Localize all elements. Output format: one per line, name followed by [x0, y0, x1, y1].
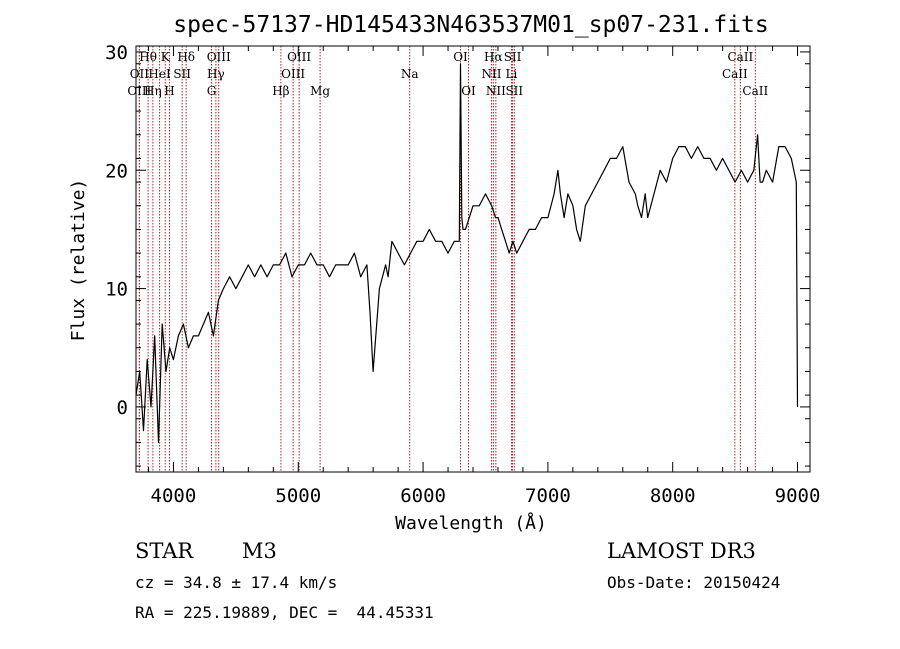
object-subclass: M3 — [242, 539, 277, 563]
spectral-line-label: CaII — [742, 84, 768, 98]
tick-labels: 4000 5000 6000 7000 8000 9000 0 10 20 30 — [105, 42, 820, 507]
plot-frame — [135, 45, 811, 473]
spectral-line-label: K — [161, 50, 171, 64]
y-tick-label: 20 — [105, 160, 128, 182]
spectral-line-label: SII — [173, 67, 191, 81]
spectral-line-label: NII — [486, 84, 506, 98]
spectral-line-label: H — [164, 84, 174, 98]
spectral-line-label: Li — [506, 67, 518, 81]
chart-title: spec-57137-HD145433N463537M01_sp07-231.f… — [173, 12, 768, 38]
y-axis-label: Flux (relative) — [68, 179, 89, 342]
spectral-line-label: Hβ — [272, 84, 289, 98]
x-tick-label: 5000 — [275, 485, 321, 507]
spectral-line-label: OI — [461, 84, 476, 98]
spectral-line-label: Hη — [144, 84, 162, 98]
spectral-line-label: Hδ — [177, 50, 195, 64]
spectral-line-label: G — [207, 84, 217, 98]
spectral-line-label: OI — [453, 50, 468, 64]
spectral-line-label: OIII — [207, 50, 231, 64]
spectral-line-label: OII — [130, 67, 150, 81]
spectral-line-label: Hθ — [139, 50, 157, 64]
object-class: STAR — [135, 539, 194, 563]
spectral-line-label: Mg — [310, 84, 330, 98]
spectral-line-label: OIII — [281, 67, 305, 81]
spectral-line-label: CaII — [722, 67, 748, 81]
x-axis-label: Wavelength (Å) — [395, 512, 547, 534]
spectral-line-label: Hγ — [207, 67, 225, 81]
spectral-line-markers — [138, 46, 756, 472]
survey-name: LAMOST DR3 — [607, 539, 756, 563]
spectrum-series-line — [135, 63, 799, 443]
redshift-value: cz = 34.8 ± 17.4 km/s — [135, 573, 337, 592]
spectral-line-label: Na — [401, 67, 419, 81]
spectral-line-label: NII — [481, 67, 501, 81]
series-layer — [135, 63, 799, 443]
x-tick-label: 6000 — [400, 485, 446, 507]
spectral-line-label: Hα — [484, 50, 503, 64]
spectral-line-label: OIII — [287, 50, 311, 64]
y-tick-label: 30 — [105, 42, 128, 64]
axes — [135, 45, 811, 473]
x-tick-label: 7000 — [525, 485, 571, 507]
spectral-line-label: HeI — [148, 67, 171, 81]
x-tick-label: 4000 — [151, 485, 197, 507]
spectral-line-label: SII — [505, 84, 523, 98]
spectral-line-label: SII — [504, 50, 522, 64]
x-tick-label: 8000 — [650, 485, 696, 507]
spectral-line-label: OIII — [127, 84, 151, 98]
observation-date: Obs-Date: 20150424 — [607, 573, 780, 592]
spectral-line-label: CaII — [727, 50, 753, 64]
y-tick-label: 0 — [117, 397, 128, 419]
coordinates: RA = 225.19889, DEC = 44.45331 — [135, 603, 434, 622]
y-tick-label: 10 — [105, 279, 128, 301]
spectral-line-labels: Hθ OII OIII K HeI Hη H SII Hδ OIII Hγ G OIII OIII Hβ Mg… — [127, 50, 768, 98]
x-tick-label: 9000 — [775, 485, 821, 507]
